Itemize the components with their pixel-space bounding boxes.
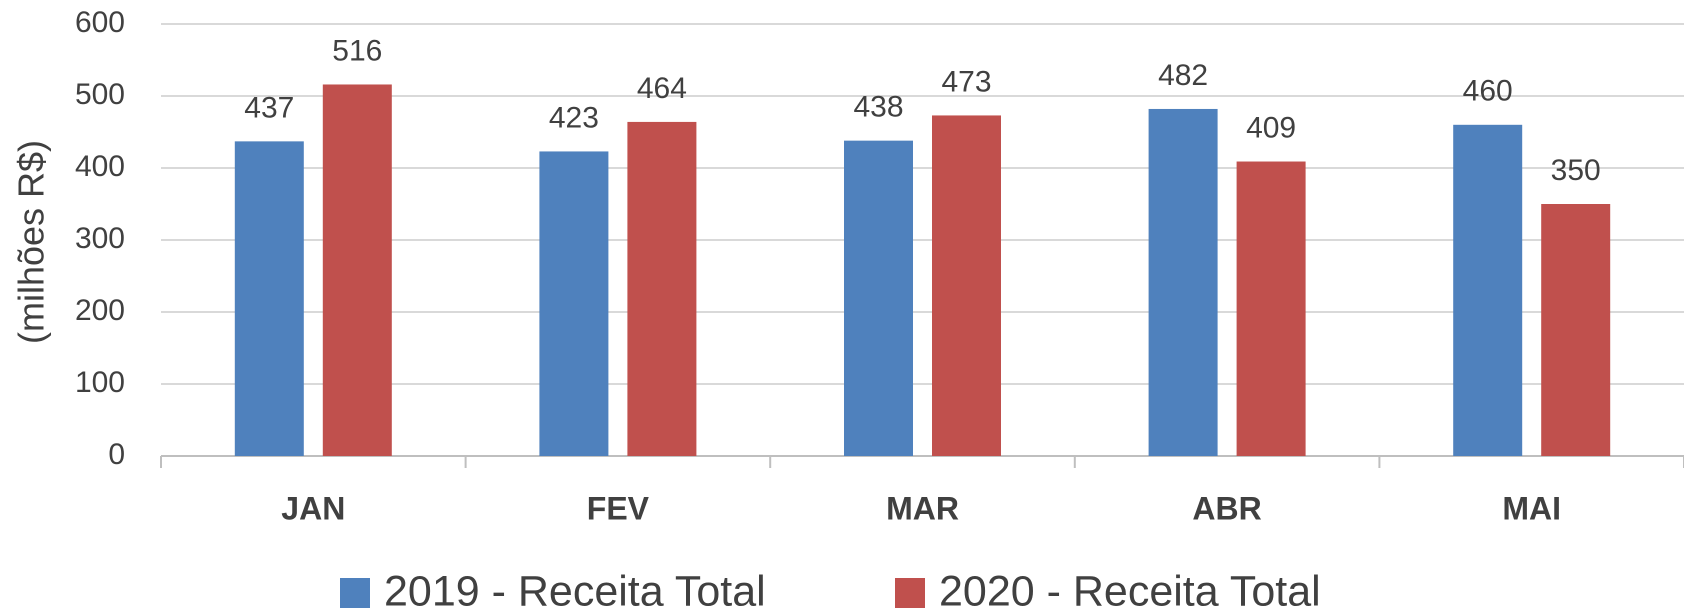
y-tick-label: 600	[75, 6, 125, 39]
bar	[539, 151, 609, 456]
x-tick-label: MAI	[1502, 490, 1561, 526]
y-tick-label: 0	[108, 438, 125, 471]
bar	[844, 140, 913, 456]
y-tick-label: 200	[75, 294, 125, 327]
legend-swatch	[340, 578, 370, 608]
x-tick-label: ABR	[1192, 490, 1261, 526]
bar	[627, 121, 697, 457]
bar	[234, 141, 304, 457]
y-tick-label: 100	[75, 366, 125, 399]
legend-label: 2019 - Receita Total	[384, 567, 766, 612]
data-label: 482	[1158, 59, 1208, 92]
data-label: 516	[332, 34, 382, 67]
data-label: 423	[549, 101, 599, 134]
bar	[932, 115, 1001, 456]
data-label: 464	[637, 72, 687, 105]
data-label: 437	[244, 91, 294, 124]
y-tick-label: 300	[75, 222, 125, 255]
data-label: 409	[1246, 111, 1296, 144]
y-tick-label: 400	[75, 150, 125, 183]
data-label: 460	[1463, 75, 1513, 108]
x-tick-label: FEV	[587, 490, 650, 526]
bar	[322, 84, 392, 456]
data-label: 350	[1551, 154, 1601, 187]
x-tick-label: MAR	[886, 490, 959, 526]
legend-swatch	[895, 578, 925, 608]
bar	[1453, 124, 1523, 457]
x-tick-label: JAN	[281, 490, 345, 526]
bar	[1236, 161, 1306, 456]
data-label: 438	[853, 91, 903, 124]
data-label: 473	[941, 65, 991, 98]
bar	[1541, 204, 1611, 456]
y-axis-label: (milhões R$)	[11, 140, 52, 344]
bar	[1148, 108, 1218, 457]
y-tick-label: 500	[75, 78, 125, 111]
legend-label: 2020 - Receita Total	[939, 567, 1321, 612]
